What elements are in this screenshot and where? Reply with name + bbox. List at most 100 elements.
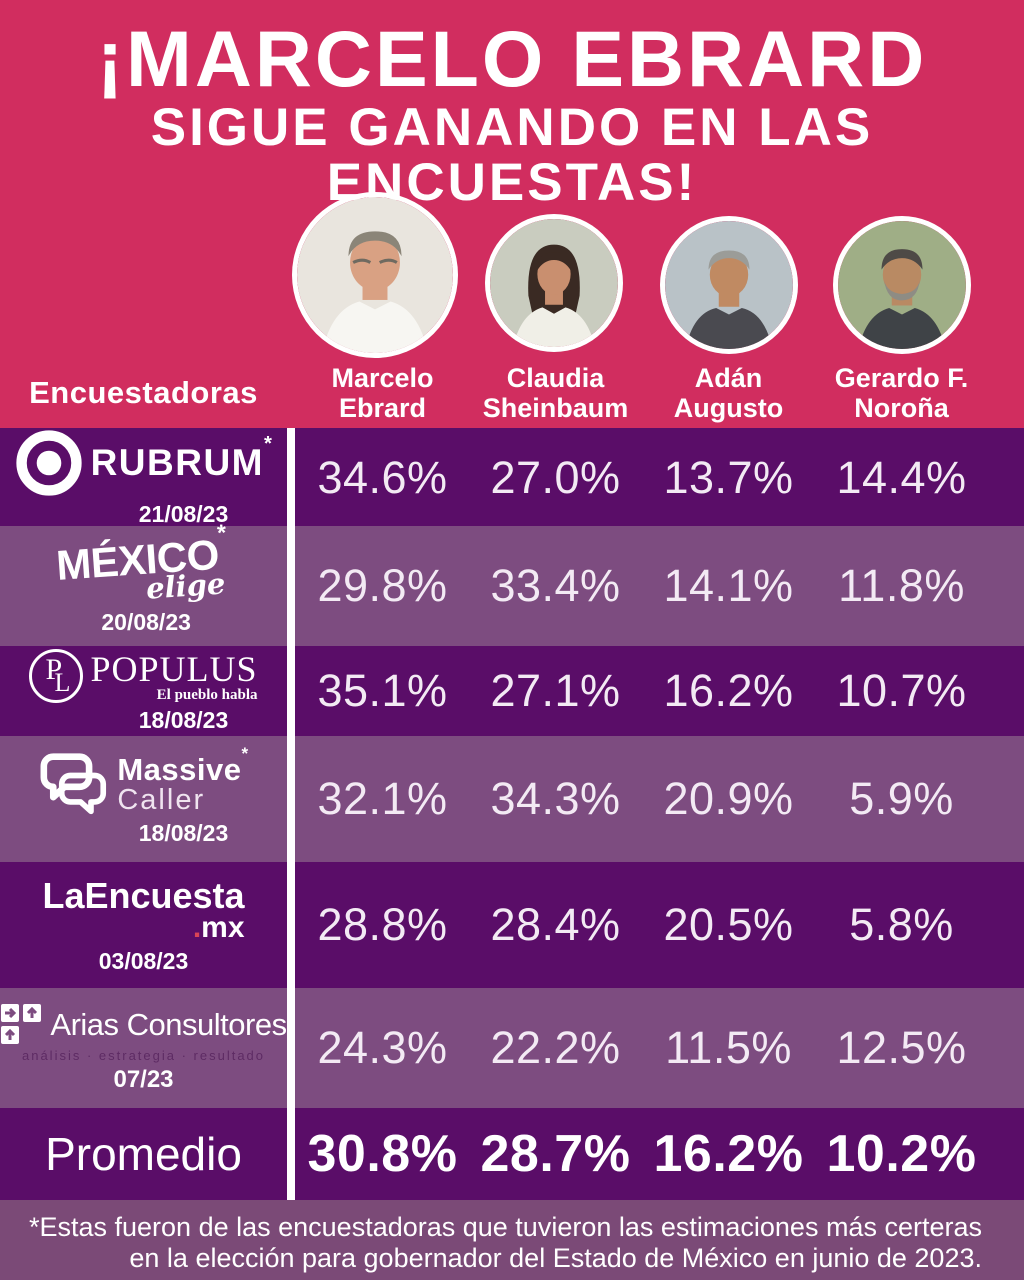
poll-value: 34.6% [317, 452, 448, 503]
poll-value: 29.8% [317, 560, 448, 611]
person-silhouette-icon [665, 221, 793, 349]
red-dot: . [192, 911, 202, 944]
massive-caller-logo-text: Massive* Caller [117, 744, 248, 817]
poll-value: 34.3% [490, 773, 621, 824]
candidate-name-line: Adán [694, 363, 763, 393]
poll-date: 03/08/23 [98, 948, 189, 974]
poll-value: 28.4% [490, 899, 621, 950]
photo-claudia-sheinbaum [490, 219, 618, 347]
monogram-letter: L [54, 668, 71, 697]
photo-marcelo-ebrard [297, 197, 453, 353]
poll-value: 35.1% [317, 665, 448, 716]
asterisk-mark: * [241, 743, 249, 763]
poll-value: 27.1% [490, 665, 621, 716]
photo-adan-augusto [665, 221, 793, 349]
title-line1: ¡MARCELO EBRARD [96, 14, 928, 103]
footnote: *Estas fueron de las encuestadoras que t… [0, 1200, 1024, 1280]
poll-value: 20.9% [663, 773, 794, 824]
pollster-arias-consultores: Arias Consultores análisis · estrategia … [0, 988, 296, 1108]
populus-monogram-icon: P L [29, 649, 84, 703]
poll-value: 13.7% [663, 452, 794, 503]
poll-date: 18/08/23 [138, 820, 229, 846]
pollster-massive-caller: Massive* Caller 18/08/23 [0, 736, 296, 862]
pollster-name: LaEncuesta [42, 875, 245, 916]
table-row-mexico-elige: MÉXICO* elige 20/08/23 29.8% 33.4% 14.1%… [0, 519, 1024, 646]
promedio-label-cell: Promedio [0, 1108, 296, 1200]
monogram-letter: P [45, 653, 63, 686]
poll-value: 10.7% [836, 665, 967, 716]
photo-gerardo-noroña [838, 221, 966, 349]
arias-logo: Arias Consultores [0, 1003, 287, 1047]
pollster-name: RUBRUM [90, 442, 264, 483]
person-silhouette-icon [838, 221, 966, 349]
pollster-laencuesta: LaEncuesta .mx 03/08/23 [0, 862, 296, 988]
poll-value: 16.2% [663, 665, 794, 716]
poll-value: 24.3% [317, 1022, 448, 1073]
poll-value: 32.1% [317, 773, 448, 824]
candidate-name-line: Claudia [506, 363, 605, 393]
poll-value: 33.4% [490, 560, 621, 611]
pollster-populus: P L POPULUS El pueblo habla 18/08/23 [0, 646, 296, 736]
page-title: ¡MARCELO EBRARD SIGUE GANANDO EN LAS ENC… [0, 14, 1024, 212]
pollster-name-line: Massive* [117, 744, 248, 788]
column-divider [287, 428, 295, 1200]
average-value: 28.7% [480, 1125, 631, 1183]
laencuesta-logo: LaEncuesta .mx [42, 875, 244, 945]
pollster-mexico-elige: MÉXICO* elige 20/08/23 [0, 519, 296, 646]
table-row-massive-caller: Massive* Caller 18/08/23 32.1% 34.3% 20.… [0, 736, 1024, 862]
table-row-arias-consultores: Arias Consultores análisis · estrategia … [0, 988, 1024, 1108]
populus-tagline: El pueblo habla [156, 687, 258, 703]
poll-value: 14.4% [836, 452, 967, 503]
average-value: 16.2% [653, 1125, 804, 1183]
average-value: 30.8% [307, 1125, 458, 1183]
candidate-name-adan-augusto: Adán Augusto [642, 358, 815, 428]
poll-date: 18/08/23 [138, 707, 229, 733]
candidates-header-row: Encuestadoras Marcelo Ebrard Claudia She… [0, 358, 1024, 428]
pollster-name: POPULUS [90, 649, 258, 689]
average-value: 10.2% [826, 1125, 977, 1183]
pollster-name-line: Caller [117, 783, 206, 816]
poll-date: 20/08/23 [101, 608, 191, 635]
title-line3: ENCUESTAS! [326, 153, 698, 212]
arias-tagline: análisis · estrategia · resultado [21, 1047, 266, 1063]
table-row-populus: P L POPULUS El pueblo habla 18/08/23 35.… [0, 646, 1024, 736]
speech-bubbles-icon [40, 753, 107, 815]
promedio-label: Promedio [45, 1128, 242, 1180]
footnote-line2: en la elección para gobernador del Estad… [129, 1243, 982, 1273]
arrow-squares-icon [1, 1003, 42, 1044]
pollster-name: Arias Consultores [50, 1006, 287, 1042]
pollster-name: mx [201, 911, 245, 944]
massive-caller-logo: Massive* Caller [38, 744, 248, 817]
poll-value: 11.8% [838, 560, 965, 611]
poll-results-table: RUBRUM* 21/08/23 34.6% 27.0% 13.7% 14.4%… [0, 428, 1024, 1200]
rubrum-logo-text: RUBRUM* [90, 433, 274, 484]
footnote-line1: *Estas fueron de las encuestadoras que t… [28, 1212, 982, 1242]
table-row-laencuesta: LaEncuesta .mx 03/08/23 28.8% 28.4% 20.5… [0, 862, 1024, 988]
poll-value: 14.1% [663, 560, 794, 611]
poll-value: 5.8% [849, 899, 954, 950]
table-row-promedio: Promedio 30.8% 28.7% 16.2% 10.2% [0, 1108, 1024, 1200]
table-row-rubrum: RUBRUM* 21/08/23 34.6% 27.0% 13.7% 14.4% [0, 428, 1024, 528]
candidate-name-marcelo-ebrard: Marcelo Ebrard [296, 358, 469, 428]
candidate-name-line: Augusto [673, 393, 784, 423]
candidate-name-line: Sheinbaum [482, 393, 629, 423]
pollster-rubrum: RUBRUM* 21/08/23 [0, 428, 296, 528]
poll-value: 22.2% [490, 1022, 621, 1073]
rubrum-logo: RUBRUM* [14, 428, 274, 498]
poll-date: 07/23 [113, 1065, 174, 1093]
candidate-name-claudia-sheinbaum: Claudia Sheinbaum [469, 358, 642, 428]
poll-date: 21/08/23 [138, 501, 229, 527]
populus-logo-text: POPULUS El pueblo habla [90, 648, 257, 704]
poll-value: 27.0% [490, 452, 621, 503]
rubrum-bullseye-icon [15, 430, 82, 496]
title-line2: SIGUE GANANDO EN LAS [150, 98, 874, 157]
person-silhouette-icon [297, 197, 453, 353]
poll-value: 12.5% [836, 1022, 967, 1073]
candidate-name-line: Gerardo F. [834, 363, 969, 393]
poll-value: 11.5% [665, 1022, 792, 1073]
poll-value: 20.5% [663, 899, 794, 950]
candidate-name-gerardo-noroña: Gerardo F. Noroña [815, 358, 988, 428]
mexico-elige-logo: MÉXICO* elige 20/08/23 [55, 519, 233, 642]
person-silhouette-icon [490, 219, 618, 347]
